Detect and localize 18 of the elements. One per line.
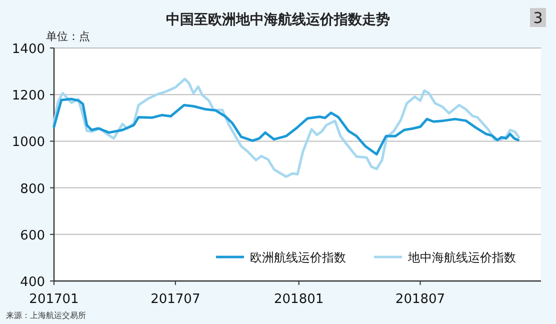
y-tick-label: 1000 <box>12 135 45 150</box>
y-tick-label: 1400 <box>12 42 45 57</box>
source-note: 来源：上海航运交易所 <box>6 311 86 320</box>
line-series <box>52 78 520 178</box>
y-tick-label: 600 <box>20 228 45 244</box>
y-tick-label: 1200 <box>12 88 45 104</box>
y-axis-title: 单位：点 <box>46 30 90 43</box>
chart-title: 中国至欧洲地中海航线运价指数走势 <box>166 11 390 28</box>
line-series <box>52 98 520 156</box>
text: 3 <box>533 9 543 27</box>
x-tick-label: 201807 <box>395 292 446 307</box>
x-tick-label: 201801 <box>274 292 324 307</box>
x-tick-label: 201701 <box>29 292 79 307</box>
y-tick-label: 800 <box>20 182 45 197</box>
y-tick-label: 400 <box>20 275 45 290</box>
legend-label: 欧洲航线运价指数 <box>250 250 346 264</box>
x-tick-label: 201707 <box>150 292 200 307</box>
legend-label: 地中海航线运价指数 <box>407 250 516 264</box>
